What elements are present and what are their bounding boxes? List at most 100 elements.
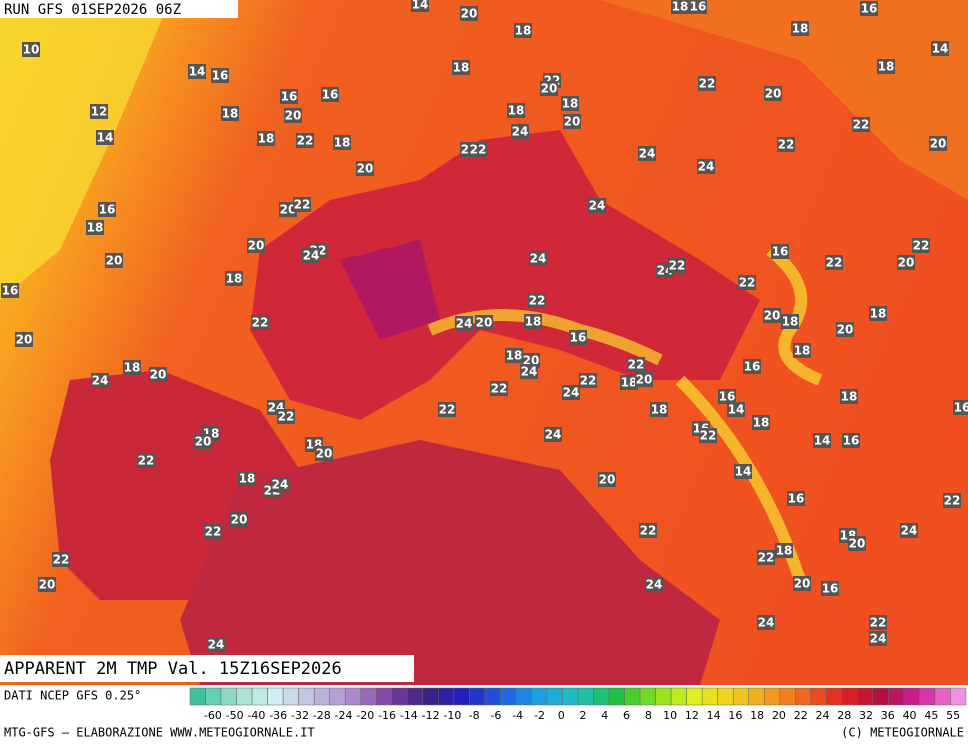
colorbar-label: -36	[269, 709, 287, 722]
station-box	[764, 86, 782, 101]
station-box	[645, 577, 663, 592]
station-box	[821, 581, 839, 596]
station-box	[860, 1, 878, 16]
station-box	[668, 258, 686, 273]
station-box	[230, 512, 248, 527]
station-value: 16	[744, 360, 761, 374]
colorbar-label: 12	[685, 709, 699, 722]
station-box	[836, 322, 854, 337]
station-value: 18	[794, 344, 811, 358]
station-box	[848, 536, 866, 551]
station-value: 20	[636, 373, 653, 387]
station-box	[528, 293, 546, 308]
station-box	[280, 89, 298, 104]
station-value: 18	[258, 132, 275, 146]
station-value: 20	[16, 333, 33, 347]
colorbar-swatch	[189, 687, 206, 706]
station-value: 16	[322, 88, 339, 102]
colorbar-swatch	[903, 687, 920, 706]
station-box	[204, 524, 222, 539]
source: DATI NCEP GFS 0.25°	[4, 689, 141, 703]
station-box	[763, 308, 781, 323]
station-value: 16	[861, 2, 878, 16]
station-value: 20	[280, 203, 297, 217]
station-box	[699, 428, 717, 443]
station-value: 18	[651, 403, 668, 417]
credit: MTG-GFS — ELABORAZIONE WWW.METEOGIORNALE…	[4, 726, 315, 740]
colorbar-swatch	[407, 687, 424, 706]
colorbar-label: 6	[623, 709, 630, 722]
station-value: 20	[150, 368, 167, 382]
station-value: 24	[521, 365, 538, 379]
station-box	[91, 373, 109, 388]
station-box	[698, 76, 716, 91]
colorbar-swatch	[701, 687, 718, 706]
run-box	[0, 0, 238, 18]
colorbar-swatch	[639, 687, 656, 706]
station-box	[639, 523, 657, 538]
station-value: 22	[628, 358, 645, 372]
station-value: 22	[278, 410, 295, 424]
colorbar-swatch	[282, 687, 299, 706]
station-value: 20	[898, 256, 915, 270]
colorbar-label: -60	[204, 709, 222, 722]
station-value: 18	[239, 472, 256, 486]
colorbar-swatch	[826, 687, 843, 706]
station-box	[251, 315, 269, 330]
station-box	[869, 631, 887, 646]
cool-ocean	[0, 0, 170, 300]
colorbar-label: -14	[400, 709, 418, 722]
station-value: 22	[205, 525, 222, 539]
colorbar-swatch	[717, 687, 734, 706]
station-value: 14	[412, 0, 429, 12]
station-box	[284, 108, 302, 123]
station-box	[620, 375, 638, 390]
colorbar-swatch	[655, 687, 672, 706]
station-box	[52, 552, 70, 567]
colorbar-label: -8	[469, 709, 480, 722]
colorbar: -60 -50 -40 -36 -32 -28 -24 -20 -16 -14 -12 -10 -8 -6…	[189, 687, 967, 722]
station-value: 22	[700, 429, 717, 443]
station-value: 18	[776, 544, 793, 558]
station-box	[540, 81, 558, 96]
colorbar-swatch	[841, 687, 858, 706]
station-box	[900, 523, 918, 538]
colorbar-label: 28	[837, 709, 851, 722]
colorbar-label: 4	[601, 709, 608, 722]
station-value: 20	[765, 87, 782, 101]
station-box	[563, 114, 581, 129]
colorbar-label: -24	[335, 709, 353, 722]
station-box	[123, 360, 141, 375]
station-value: 20	[837, 323, 854, 337]
station-box	[793, 343, 811, 358]
colorbar-label: -32	[291, 709, 309, 722]
station-value: 14	[97, 131, 114, 145]
station-box	[105, 253, 123, 268]
colorbar-swatch	[220, 687, 237, 706]
station-box	[149, 367, 167, 382]
colorbar-label: -16	[378, 709, 396, 722]
station-box	[912, 238, 930, 253]
station-box	[194, 434, 212, 449]
copyright: (C) METEOGIORNALE	[841, 726, 964, 740]
station-value: 14	[735, 465, 752, 479]
station-box	[247, 238, 265, 253]
station-value: 22	[138, 454, 155, 468]
colorbar-swatch	[546, 687, 563, 706]
station-value: 16	[690, 0, 707, 14]
colorbar-label: 20	[772, 709, 786, 722]
station-box	[671, 0, 689, 14]
station-box	[781, 314, 799, 329]
station-box	[90, 104, 108, 119]
station-value: 18	[222, 107, 239, 121]
station-box	[718, 389, 736, 404]
station-value: 16	[2, 284, 19, 298]
station-value: 18	[515, 24, 532, 38]
station-value: 18	[453, 61, 470, 75]
colorbar-label: 10	[663, 709, 677, 722]
station-box	[561, 96, 579, 111]
station-value: 16	[281, 90, 298, 104]
station-box	[697, 159, 715, 174]
